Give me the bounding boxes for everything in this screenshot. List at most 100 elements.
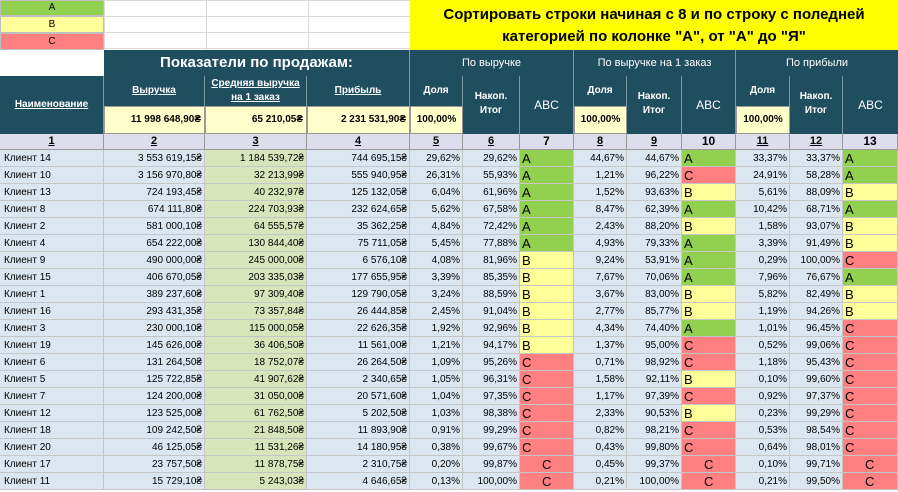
cell-c1[interactable]: 100,00%: [463, 473, 520, 490]
cell-c3[interactable]: 88,09%: [790, 184, 843, 201]
cell-s2[interactable]: 2,43%: [574, 218, 627, 235]
cell-s2[interactable]: 4,34%: [574, 320, 627, 337]
cell-name[interactable]: Клиент 16: [0, 303, 104, 320]
cell-rev[interactable]: 674 111,80₴: [104, 201, 205, 218]
cell-prof[interactable]: 20 571,60₴: [307, 388, 410, 405]
cell-s2[interactable]: 2,33%: [574, 405, 627, 422]
cell-s3[interactable]: 0,10%: [736, 371, 790, 388]
cell-rev[interactable]: 123 525,00₴: [104, 405, 205, 422]
cell-c2[interactable]: 95,00%: [627, 337, 682, 354]
table-row[interactable]: Клиент 19 145 626,00₴ 36 406,50₴ 11 561,00₴…: [0, 337, 898, 354]
cell-prof[interactable]: 2 310,75₴: [307, 456, 410, 473]
cell-s3[interactable]: 0,10%: [736, 456, 790, 473]
cell-a1[interactable]: C: [520, 354, 574, 371]
cell-c1[interactable]: 92,96%: [463, 320, 520, 337]
cell-a3[interactable]: C: [843, 252, 898, 269]
cell-s1[interactable]: 1,21%: [410, 337, 463, 354]
cell-s3[interactable]: 3,39%: [736, 235, 790, 252]
cell-s3[interactable]: 0,92%: [736, 388, 790, 405]
cell-s3[interactable]: 5,61%: [736, 184, 790, 201]
cell-c3[interactable]: 33,37%: [790, 150, 843, 167]
cell-rev[interactable]: 581 000,10₴: [104, 218, 205, 235]
cell-a1[interactable]: B: [520, 269, 574, 286]
cell-a1[interactable]: B: [520, 337, 574, 354]
cell-c2[interactable]: 85,77%: [627, 303, 682, 320]
cell-a3[interactable]: B: [843, 303, 898, 320]
cell-a3[interactable]: A: [843, 150, 898, 167]
cell-a2[interactable]: C: [682, 439, 736, 456]
cell-c2[interactable]: 70,06%: [627, 269, 682, 286]
table-row[interactable]: Клиент 16 293 431,35₴ 73 357,84₴ 26 444,85₴…: [0, 303, 898, 320]
cell-s2[interactable]: 1,58%: [574, 371, 627, 388]
cell-name[interactable]: Клиент 20: [0, 439, 104, 456]
cell-c1[interactable]: 96,31%: [463, 371, 520, 388]
cell-prof[interactable]: 744 695,15₴: [307, 150, 410, 167]
cell-a2[interactable]: C: [682, 388, 736, 405]
cell-a3[interactable]: C: [843, 439, 898, 456]
cell-a1[interactable]: C: [520, 456, 574, 473]
table-row[interactable]: Клиент 14 3 553 619,15₴ 1 184 539,72₴ 744 6…: [0, 150, 898, 167]
cell-s3[interactable]: 0,53%: [736, 422, 790, 439]
cell-avg[interactable]: 115 000,05₴: [205, 320, 307, 337]
cell-rev[interactable]: 145 626,00₴: [104, 337, 205, 354]
table-row[interactable]: Клиент 1 389 237,60₴ 97 309,40₴ 129 790,05₴…: [0, 286, 898, 303]
cell-s2[interactable]: 4,93%: [574, 235, 627, 252]
cell-c1[interactable]: 67,58%: [463, 201, 520, 218]
cell-rev[interactable]: 131 264,50₴: [104, 354, 205, 371]
col-profit-header[interactable]: Прибыль: [307, 76, 410, 106]
table-row[interactable]: Клиент 9 490 000,00₴ 245 000,00₴ 6 576,10₴ 4…: [0, 252, 898, 269]
cell-c1[interactable]: 99,87%: [463, 456, 520, 473]
col-revenue-header[interactable]: Выручка: [104, 76, 205, 106]
cell-c2[interactable]: 44,67%: [627, 150, 682, 167]
cell-prof[interactable]: 5 202,50₴: [307, 405, 410, 422]
cell-a3[interactable]: C: [843, 405, 898, 422]
cell-name[interactable]: Клиент 18: [0, 422, 104, 439]
cell-s2[interactable]: 7,67%: [574, 269, 627, 286]
cell-s3[interactable]: 1,19%: [736, 303, 790, 320]
cell-s3[interactable]: 1,58%: [736, 218, 790, 235]
cell-a3[interactable]: C: [843, 388, 898, 405]
table-row[interactable]: Клиент 10 3 156 970,80₴ 32 213,99₴ 555 940,…: [0, 167, 898, 184]
cell-s2[interactable]: 0,71%: [574, 354, 627, 371]
cell-s1[interactable]: 0,13%: [410, 473, 463, 490]
cell-c2[interactable]: 92,11%: [627, 371, 682, 388]
cell-c3[interactable]: 99,60%: [790, 371, 843, 388]
cell-c2[interactable]: 83,00%: [627, 286, 682, 303]
cell-name[interactable]: Клиент 1: [0, 286, 104, 303]
cell-a2[interactable]: C: [682, 473, 736, 490]
cell-c1[interactable]: 29,62%: [463, 150, 520, 167]
cell-a3[interactable]: B: [843, 218, 898, 235]
cell-name[interactable]: Клиент 11: [0, 473, 104, 490]
cell-s1[interactable]: 29,62%: [410, 150, 463, 167]
cell-s3[interactable]: 0,64%: [736, 439, 790, 456]
cell-s1[interactable]: 4,84%: [410, 218, 463, 235]
cell-a3[interactable]: B: [843, 184, 898, 201]
cell-prof[interactable]: 14 180,95₴: [307, 439, 410, 456]
cell-s3[interactable]: 0,23%: [736, 405, 790, 422]
cell-c1[interactable]: 95,26%: [463, 354, 520, 371]
cell-avg[interactable]: 130 844,40₴: [205, 235, 307, 252]
cell-s1[interactable]: 0,20%: [410, 456, 463, 473]
cell-name[interactable]: Клиент 9: [0, 252, 104, 269]
cell-a3[interactable]: C: [843, 371, 898, 388]
table-row[interactable]: Клиент 12 123 525,00₴ 61 762,50₴ 5 202,50₴ 1…: [0, 405, 898, 422]
cell-a3[interactable]: C: [843, 337, 898, 354]
cell-prof[interactable]: 35 362,25₴: [307, 218, 410, 235]
cell-a2[interactable]: A: [682, 320, 736, 337]
cell-a3[interactable]: C: [843, 473, 898, 490]
cell-a1[interactable]: B: [520, 320, 574, 337]
cell-a2[interactable]: B: [682, 405, 736, 422]
cell-c1[interactable]: 61,96%: [463, 184, 520, 201]
cell-c3[interactable]: 91,49%: [790, 235, 843, 252]
cell-s1[interactable]: 1,09%: [410, 354, 463, 371]
cell-c3[interactable]: 58,28%: [790, 167, 843, 184]
cell-c3[interactable]: 99,50%: [790, 473, 843, 490]
cell-avg[interactable]: 245 000,00₴: [205, 252, 307, 269]
cell-s2[interactable]: 8,47%: [574, 201, 627, 218]
cell-s1[interactable]: 1,03%: [410, 405, 463, 422]
cell-c2[interactable]: 100,00%: [627, 473, 682, 490]
cell-s1[interactable]: 3,24%: [410, 286, 463, 303]
cell-c2[interactable]: 62,39%: [627, 201, 682, 218]
cell-a1[interactable]: C: [520, 388, 574, 405]
cell-c3[interactable]: 96,45%: [790, 320, 843, 337]
